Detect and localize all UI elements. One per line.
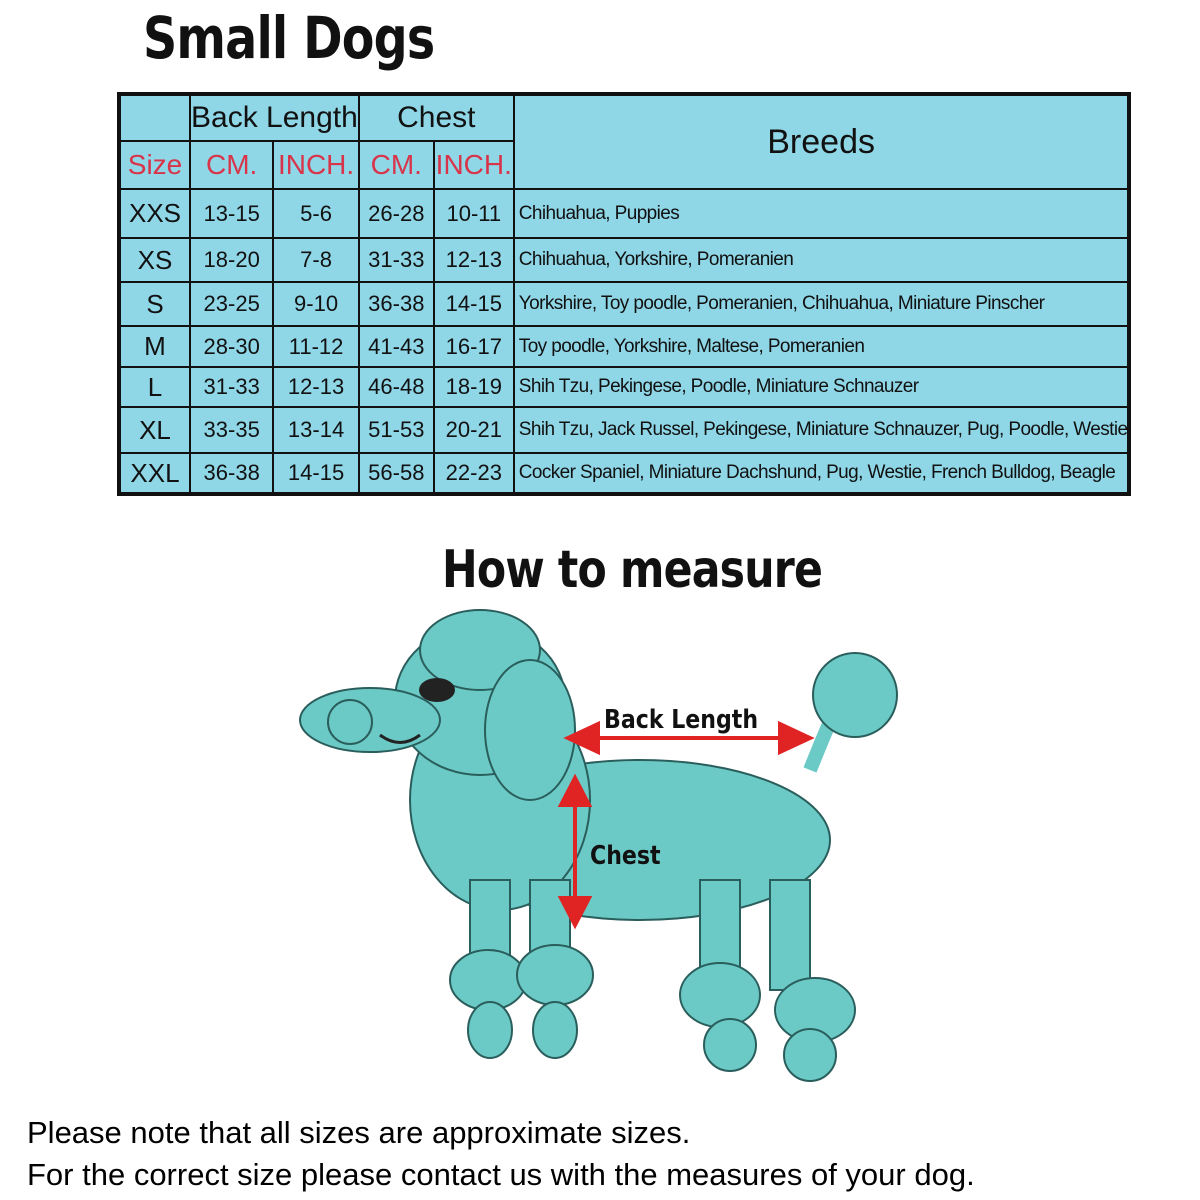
- chest-header: Chest: [357, 93, 515, 142]
- empty-header-cell: [118, 93, 191, 142]
- back-cm-header: CM.: [188, 140, 275, 190]
- breeds-cell: Chihuahua, Puppies: [512, 188, 1131, 239]
- chest-inch-cell: 20-21: [432, 406, 515, 454]
- back-inch-cell: 12-13: [272, 366, 360, 408]
- chest-inch-header: INCH.: [432, 140, 515, 190]
- breeds-cell: Shih Tzu, Pekingese, Poodle, Miniature S…: [512, 366, 1131, 408]
- table-row: S 23-25 9-10 36-38 14-15 Yorkshire, Toy poodl…: [118, 281, 1131, 327]
- chest-inch-cell: 18-19: [432, 366, 515, 408]
- back-inch-header: INCH.: [272, 140, 360, 190]
- size-cell: XXL: [118, 452, 191, 495]
- chest-cm-header: CM.: [357, 140, 435, 190]
- dog-eye: [419, 678, 455, 702]
- back-inch-cell: 13-14: [272, 406, 360, 454]
- back-inch-cell: 11-12: [272, 325, 360, 368]
- back-cm-cell: 33-35: [188, 406, 275, 454]
- note-contact: For the correct size please contact us w…: [27, 1157, 975, 1192]
- dog-nose: [327, 699, 373, 745]
- chest-inch-cell: 14-15: [432, 281, 515, 327]
- table-row: XS 18-20 7-8 31-33 12-13 Chihuahua, Yorkshire…: [118, 237, 1131, 283]
- back-cm-cell: 18-20: [188, 237, 275, 283]
- back-inch-cell: 9-10: [272, 281, 360, 327]
- back-cm-cell: 36-38: [188, 452, 275, 495]
- back-length-label: Back Length: [604, 704, 758, 734]
- chest-cm-cell: 56-58: [357, 452, 435, 495]
- breeds-cell: Cocker Spaniel, Miniature Dachshund, Pug…: [512, 452, 1131, 495]
- size-cell: S: [118, 281, 191, 327]
- chest-inch-cell: 12-13: [432, 237, 515, 283]
- breeds-header: Breeds: [512, 93, 1131, 190]
- dog-tail-pompom: [812, 652, 898, 738]
- size-cell: M: [118, 325, 191, 368]
- size-cell: L: [118, 366, 191, 408]
- back-length-arrow: [563, 720, 815, 756]
- how-to-measure-title: How to measure: [442, 540, 823, 600]
- chest-cm-cell: 46-48: [357, 366, 435, 408]
- page-title: Small Dogs: [143, 4, 435, 72]
- chest-arrow: [557, 773, 593, 930]
- table-row: XXL 36-38 14-15 56-58 22-23 Cocker Spaniel, M…: [118, 452, 1131, 495]
- chest-inch-cell: 10-11: [432, 188, 515, 239]
- back-inch-cell: 14-15: [272, 452, 360, 495]
- size-chart-table: Back Length Chest Breeds Size CM. INCH. …: [117, 92, 1132, 496]
- table-row: L 31-33 12-13 46-48 18-19 Shih Tzu, Pekingese…: [118, 366, 1131, 408]
- chest-cm-cell: 31-33: [357, 237, 435, 283]
- back-cm-cell: 31-33: [188, 366, 275, 408]
- size-cell: XXS: [118, 188, 191, 239]
- chest-label: Chest: [590, 840, 661, 870]
- table-row: XL 33-35 13-14 51-53 20-21 Shih Tzu, Jack Rus…: [118, 406, 1131, 454]
- size-header: Size: [118, 140, 191, 190]
- note-approximate: Please note that all sizes are approxima…: [27, 1115, 691, 1150]
- size-cell: XL: [118, 406, 191, 454]
- breeds-cell: Chihuahua, Yorkshire, Pomeranien: [512, 237, 1131, 283]
- dog-ear: [484, 659, 576, 801]
- chest-cm-cell: 36-38: [357, 281, 435, 327]
- dog-mouth: [379, 733, 421, 744]
- back-inch-cell: 5-6: [272, 188, 360, 239]
- chest-inch-cell: 22-23: [432, 452, 515, 495]
- table-row: XXS 13-15 5-6 26-28 10-11 Chihuahua, Puppies: [118, 188, 1131, 239]
- chest-cm-cell: 51-53: [357, 406, 435, 454]
- back-cm-cell: 28-30: [188, 325, 275, 368]
- size-cell: XS: [118, 237, 191, 283]
- back-inch-cell: 7-8: [272, 237, 360, 283]
- back-cm-cell: 13-15: [188, 188, 275, 239]
- breeds-cell: Toy poodle, Yorkshire, Maltese, Pomerani…: [512, 325, 1131, 368]
- chest-cm-cell: 41-43: [357, 325, 435, 368]
- back-length-header: Back Length: [189, 93, 360, 142]
- dog-hind-leg-2: [769, 879, 811, 991]
- back-cm-cell: 23-25: [188, 281, 275, 327]
- chest-inch-cell: 16-17: [432, 325, 515, 368]
- breeds-cell: Shih Tzu, Jack Russel, Pekingese, Miniat…: [512, 406, 1131, 454]
- table-row: M 28-30 11-12 41-43 16-17 Toy poodle, Yorkshi…: [118, 325, 1131, 368]
- chest-cm-cell: 26-28: [357, 188, 435, 239]
- breeds-cell: Yorkshire, Toy poodle, Pomeranien, Chihu…: [512, 281, 1131, 327]
